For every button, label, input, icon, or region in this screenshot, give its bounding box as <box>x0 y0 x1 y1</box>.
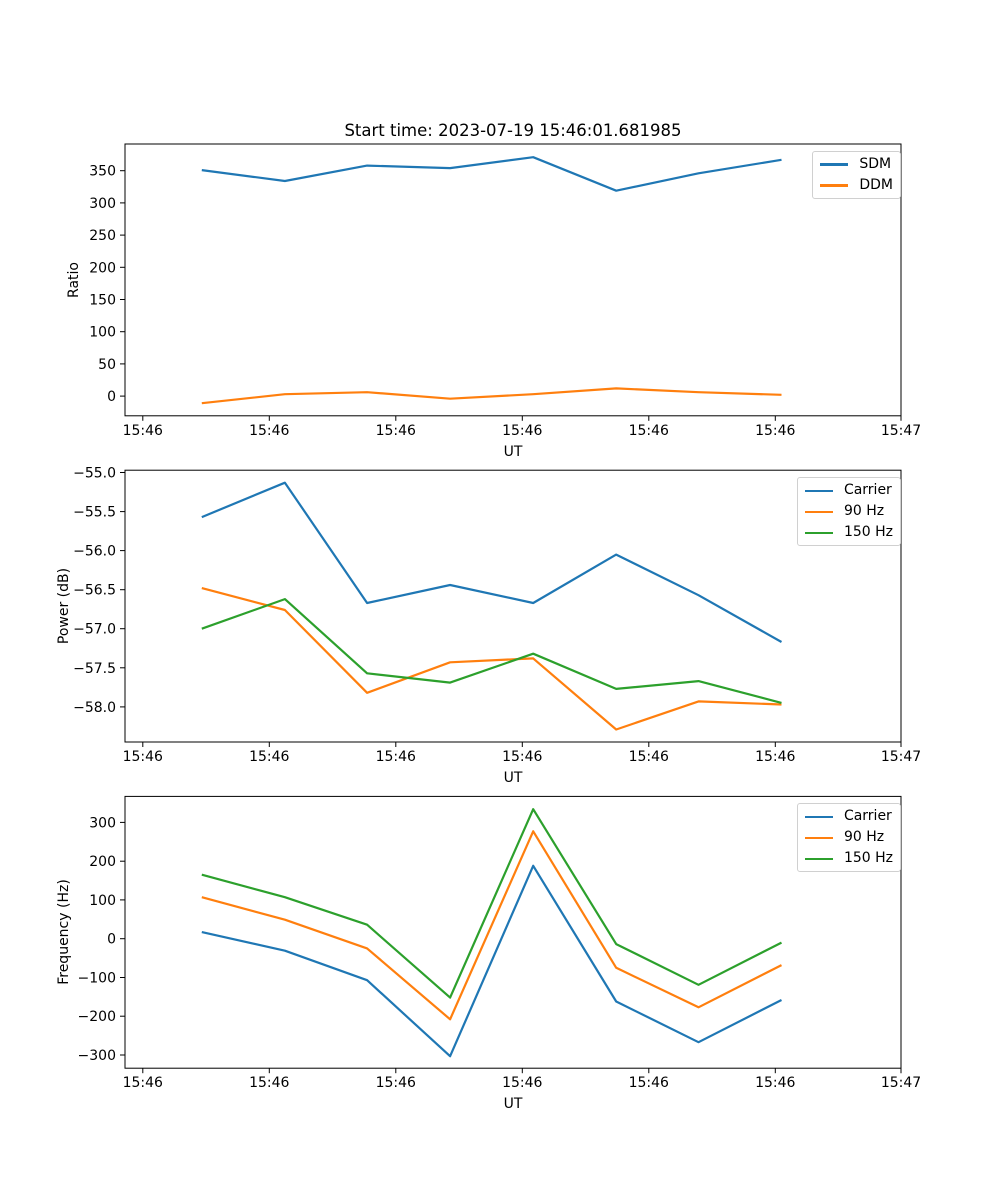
y-tick-label: 100 <box>89 893 116 909</box>
power-axes: Power (dB) UT Carrier 90 Hz 150 Hz <box>0 470 1000 786</box>
frequency-x-axis-label: UT <box>503 1096 523 1113</box>
legend-label-90-hz: 90 Hz <box>843 503 885 520</box>
legend-line-sample-carrier <box>804 489 833 492</box>
x-tick-label: 15:46 <box>502 749 542 765</box>
x-tick-label: 15:46 <box>629 1075 669 1091</box>
series-line-sdm <box>201 156 782 192</box>
x-tick-label: 15:46 <box>755 1075 795 1091</box>
ratio-legend: SDM DDM <box>812 151 901 199</box>
y-tick-label: 300 <box>89 815 116 831</box>
legend-entry-150-hz: 150 Hz <box>804 524 893 541</box>
y-tick-label: −100 <box>78 971 116 987</box>
x-tick-label: 15:46 <box>755 749 795 765</box>
legend-line-sample-90-hz <box>804 836 833 839</box>
ratio-y-axis-label: Ratio <box>66 261 82 298</box>
y-tick-label: 200 <box>89 854 116 870</box>
x-tick-label: 15:46 <box>376 423 416 439</box>
legend-line-sample-90-hz <box>804 510 833 513</box>
x-tick-label: 15:46 <box>249 749 289 765</box>
legend-label-carrier: Carrier <box>843 808 892 825</box>
axes-frame <box>124 795 902 1069</box>
x-tick-label: 15:47 <box>881 1075 921 1091</box>
series-line-carrier <box>201 864 782 1058</box>
y-tick-label: −200 <box>78 1009 116 1025</box>
axes-frame <box>124 143 902 417</box>
y-tick-label: −56.5 <box>73 583 116 599</box>
y-tick-label: −55.5 <box>73 505 116 521</box>
x-tick-label: 15:46 <box>376 1075 416 1091</box>
x-tick-label: 15:47 <box>881 749 921 765</box>
series-line-90-hz <box>201 587 782 731</box>
x-tick-label: 15:46 <box>629 423 669 439</box>
legend-line-sample-carrier <box>804 815 833 818</box>
legend-entry-carrier: Carrier <box>804 808 893 825</box>
legend-label-150-hz: 150 Hz <box>843 850 893 867</box>
x-tick-label: 15:46 <box>123 423 163 439</box>
series-line-carrier <box>201 481 783 643</box>
y-tick-label: 0 <box>107 932 116 948</box>
series-line-150-hz <box>201 808 782 999</box>
x-tick-label: 15:46 <box>249 423 289 439</box>
y-tick-label: −300 <box>78 1048 116 1064</box>
y-tick-label: 150 <box>89 293 116 309</box>
y-tick-label: −57.0 <box>73 622 116 638</box>
frequency-legend: Carrier 90 Hz 150 Hz <box>796 803 901 873</box>
legend-label-ddm: DDM <box>859 177 893 193</box>
x-tick-label: 15:46 <box>629 749 669 765</box>
ratio-x-axis-label: UT <box>503 444 523 460</box>
legend-line-sample-sdm <box>820 163 849 166</box>
legend-line-sample-150-hz <box>804 857 833 860</box>
legend-entry-90-hz: 90 Hz <box>804 503 893 520</box>
legend-line-sample-ddm <box>820 184 849 187</box>
legend-entry-sdm: SDM <box>820 157 893 172</box>
series-line-150-hz <box>201 597 782 704</box>
x-tick-label: 15:46 <box>123 749 163 765</box>
series-line-ddm <box>201 387 782 405</box>
y-tick-label: 350 <box>89 164 116 180</box>
y-tick-label: −57.5 <box>73 661 116 677</box>
legend-label-90-hz: 90 Hz <box>843 829 885 846</box>
series-line-90-hz <box>201 830 782 1021</box>
x-tick-label: 15:46 <box>376 749 416 765</box>
y-tick-label: −55.0 <box>73 466 116 482</box>
legend-label-carrier: Carrier <box>843 482 892 499</box>
x-tick-label: 15:46 <box>755 423 795 439</box>
x-tick-label: 15:47 <box>881 423 921 439</box>
x-tick-label: 15:46 <box>502 1075 542 1091</box>
power-legend: Carrier 90 Hz 150 Hz <box>796 477 901 547</box>
y-tick-label: 200 <box>89 260 116 276</box>
legend-line-sample-150-hz <box>804 531 833 534</box>
y-tick-label: 0 <box>107 389 116 405</box>
legend-entry-90-hz: 90 Hz <box>804 829 893 846</box>
legend-label-sdm: SDM <box>859 156 892 172</box>
power-y-axis-label: Power (dB) <box>56 567 72 645</box>
legend-entry-150-hz: 150 Hz <box>804 850 893 867</box>
y-tick-label: −58.0 <box>73 700 116 716</box>
y-tick-label: 250 <box>89 228 116 244</box>
x-tick-label: 15:46 <box>249 1075 289 1091</box>
frequency-axes: Frequency (Hz) UT Carrier 90 Hz 150 Hz <box>0 796 1000 1112</box>
legend-label-150-hz: 150 Hz <box>843 524 893 541</box>
legend-entry-carrier: Carrier <box>804 482 893 499</box>
y-tick-label: 300 <box>89 196 116 212</box>
legend-entry-ddm: DDM <box>820 178 893 193</box>
y-tick-label: −56.0 <box>73 544 116 560</box>
y-tick-label: 50 <box>98 357 116 373</box>
frequency-y-axis-label: Frequency (Hz) <box>56 879 72 986</box>
y-tick-label: 100 <box>89 325 116 341</box>
power-x-axis-label: UT <box>503 770 523 787</box>
figure-title: Start time: 2023-07-19 15:46:01.681985 <box>344 121 682 140</box>
x-tick-label: 15:46 <box>123 1075 163 1091</box>
x-tick-label: 15:46 <box>502 423 542 439</box>
ratio-axes: Ratio UT SDM DDM <box>0 144 1000 460</box>
axes-frame <box>124 469 902 743</box>
